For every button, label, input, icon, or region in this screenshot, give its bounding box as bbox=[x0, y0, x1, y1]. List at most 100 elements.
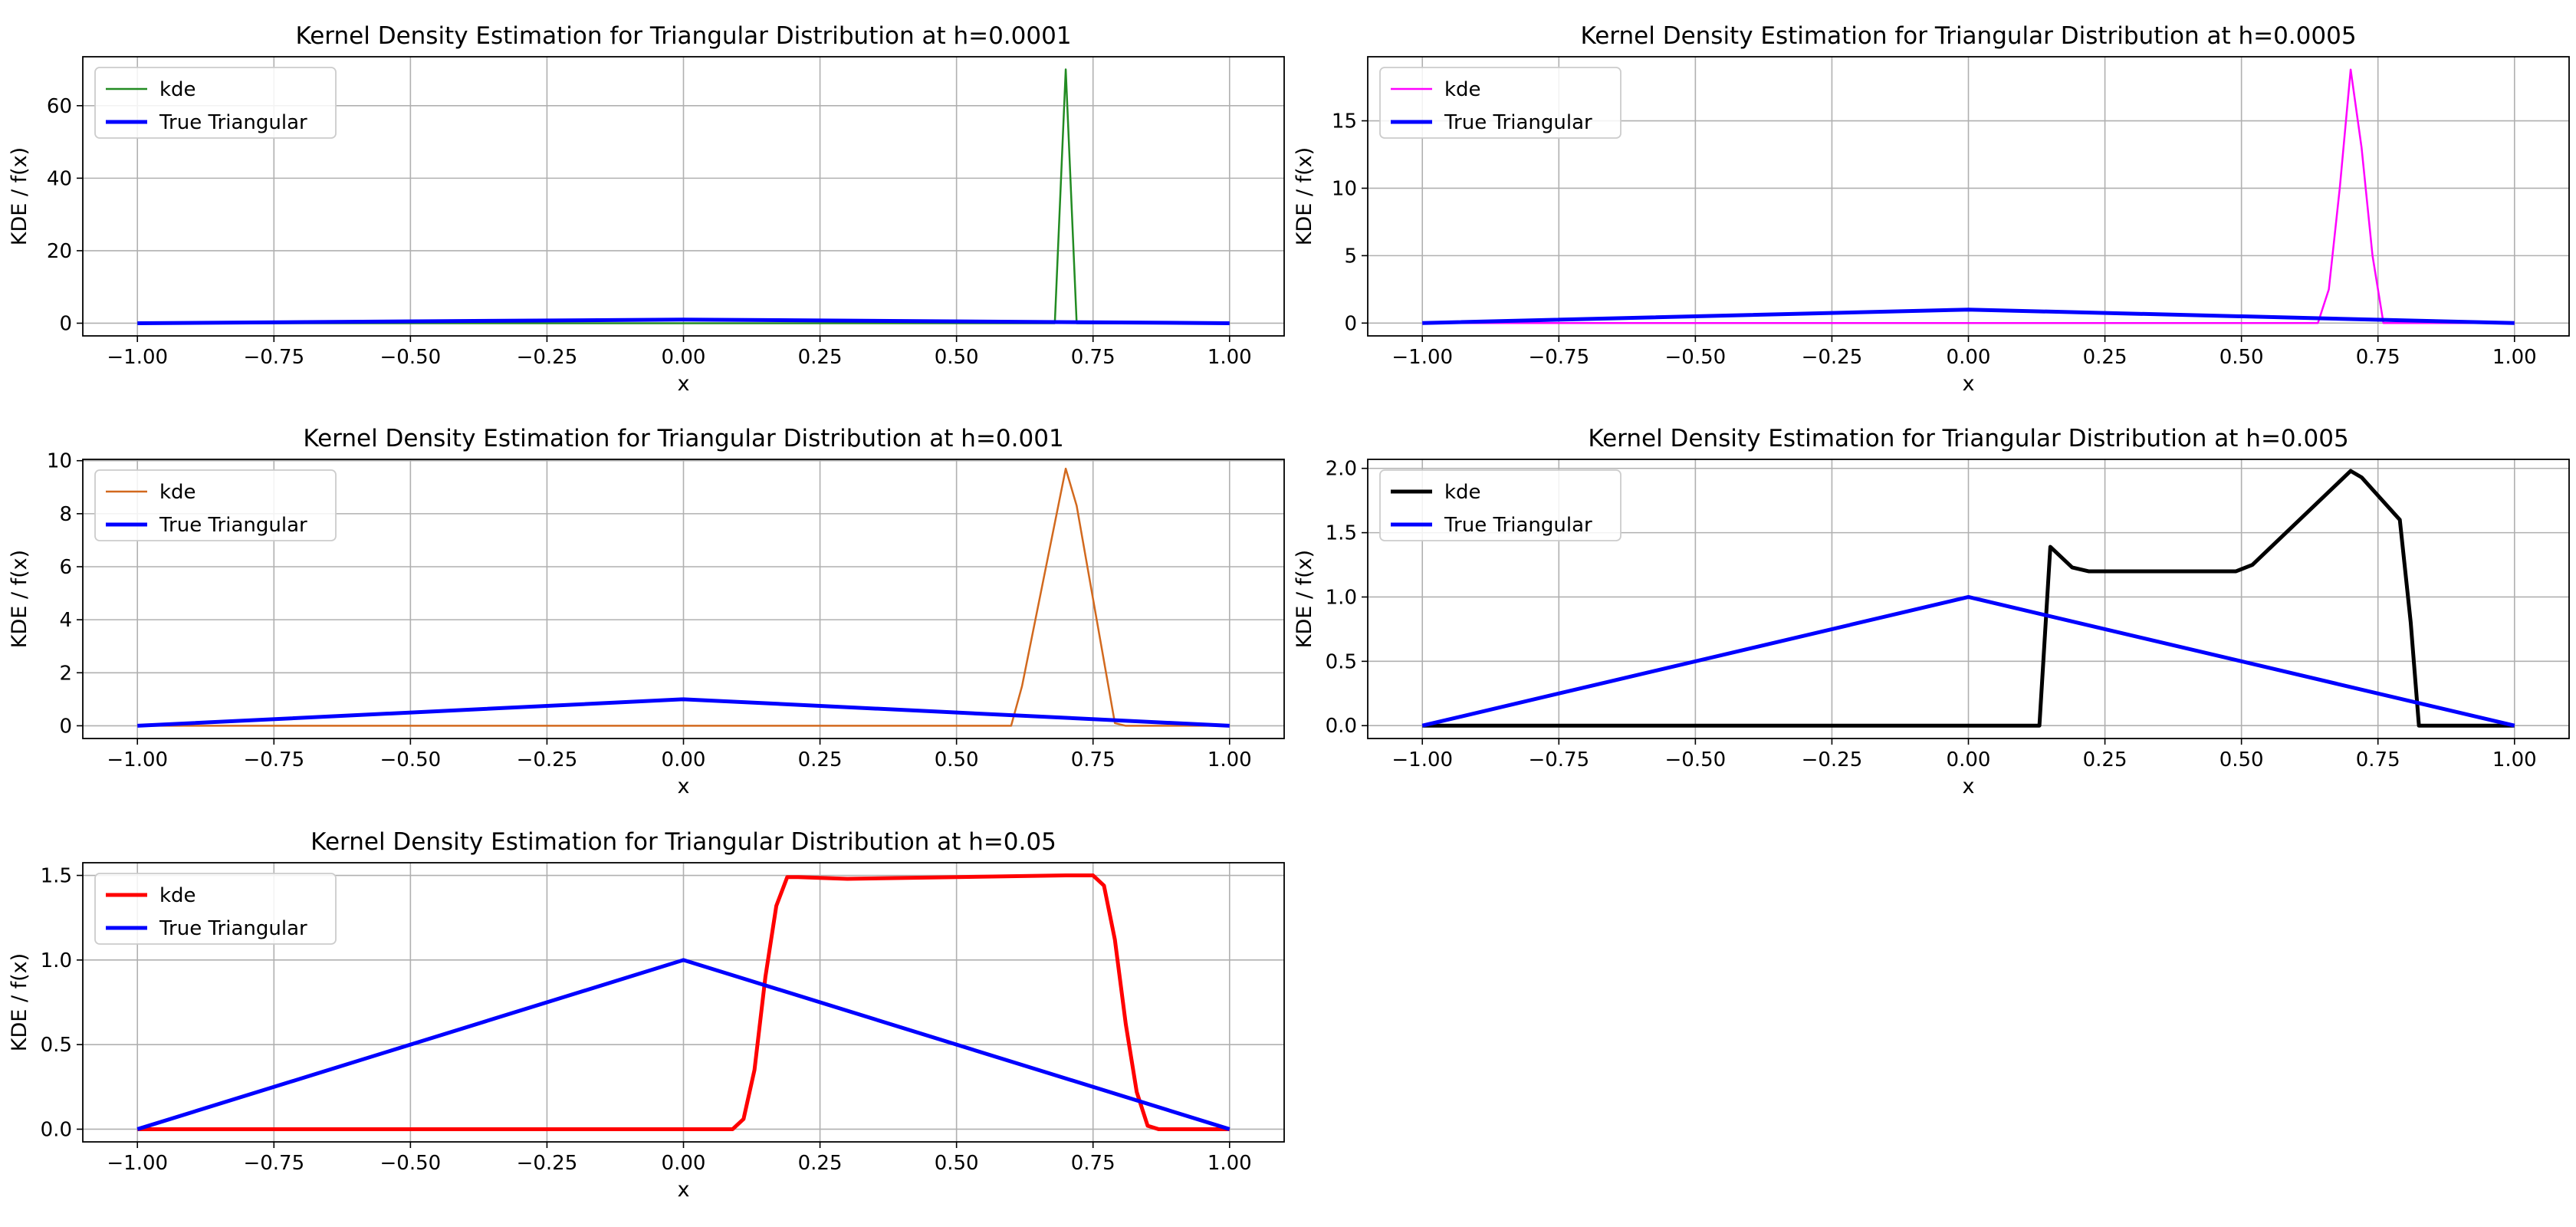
x-tick-label: 1.00 bbox=[2492, 346, 2537, 369]
series-line-kde bbox=[137, 467, 1230, 727]
x-tick-label: −0.25 bbox=[517, 1152, 578, 1175]
y-tick-label: 2.0 bbox=[1326, 458, 1357, 481]
x-tick-label: −1.00 bbox=[107, 748, 168, 771]
x-tick-label: 0.25 bbox=[2083, 748, 2128, 771]
subplot-1: −1.00 −0.75 −0.50 −0.25 0.00 0.25 0.50 0.75 1.00… bbox=[8, 22, 1285, 396]
x-tick-label: 0.25 bbox=[798, 748, 843, 771]
legend-label: True Triangular bbox=[1444, 514, 1592, 537]
legend-box bbox=[1379, 67, 1622, 139]
y-tick-label: 0.0 bbox=[41, 1118, 72, 1141]
series-line-kde bbox=[137, 873, 1230, 1131]
y-tick-label: 40 bbox=[47, 167, 72, 190]
legend-label: kde bbox=[1444, 78, 1481, 101]
series-line-kde bbox=[1422, 469, 2515, 728]
y-axis-label: KDE / f(x) bbox=[8, 953, 31, 1051]
x-tick-label: 0.50 bbox=[935, 1152, 979, 1175]
x-tick-label: 1.00 bbox=[1208, 346, 1252, 369]
legend-box bbox=[94, 67, 337, 139]
y-tick-label: 1.0 bbox=[41, 949, 72, 972]
y-axis-label: KDE / f(x) bbox=[1293, 550, 1316, 648]
x-tick-label: 0.50 bbox=[2220, 346, 2264, 369]
series-line-true-triangular bbox=[137, 317, 1230, 325]
x-tick-label: 0.75 bbox=[1071, 1152, 1116, 1175]
subplot-5: −1.00 −0.75 −0.50 −0.25 0.00 0.25 0.50 0.75 1.00… bbox=[8, 828, 1285, 1202]
y-tick-label: 0 bbox=[59, 312, 72, 335]
x-tick-label: −0.75 bbox=[243, 1152, 304, 1175]
subplot-2: −1.00 −0.75 −0.50 −0.25 0.00 0.25 0.50 0.75 1.00… bbox=[1293, 22, 2570, 396]
x-tick-label: 0.00 bbox=[662, 346, 706, 369]
x-axis-label: x bbox=[678, 372, 690, 396]
x-tick-label: 0.00 bbox=[662, 748, 706, 771]
series-line-true-triangular bbox=[1421, 594, 2515, 728]
x-tick-label: 0.00 bbox=[1947, 748, 1991, 771]
x-tick-label: 0.50 bbox=[2220, 748, 2264, 771]
y-tick-label: 6 bbox=[59, 556, 72, 579]
y-tick-label: 0.5 bbox=[1326, 650, 1357, 673]
x-tick-label: 0.75 bbox=[1071, 346, 1116, 369]
y-tick-label: 1.5 bbox=[1326, 522, 1357, 545]
x-tick-label: 0.00 bbox=[662, 1152, 706, 1175]
x-tick-label: −0.75 bbox=[243, 346, 304, 369]
legend-label: kde bbox=[159, 481, 196, 504]
y-tick-label: 4 bbox=[59, 609, 72, 632]
x-tick-label: 0.75 bbox=[2356, 346, 2400, 369]
subplot-4: −1.00 −0.75 −0.50 −0.25 0.00 0.25 0.50 0.75 1.00… bbox=[1293, 425, 2570, 798]
x-tick-label: −0.50 bbox=[380, 748, 442, 771]
x-tick-label: 0.00 bbox=[1947, 346, 1991, 369]
x-tick-label: −0.75 bbox=[1528, 748, 1589, 771]
x-axis-label: x bbox=[1963, 775, 1975, 798]
legend-label: kde bbox=[159, 884, 196, 907]
legend-box bbox=[94, 469, 337, 541]
x-tick-label: −0.50 bbox=[1665, 346, 1727, 369]
x-axis-label: x bbox=[1963, 372, 1975, 396]
y-tick-label: 5 bbox=[1344, 245, 1357, 268]
y-tick-label: 2 bbox=[59, 662, 72, 685]
y-axis-label: KDE / f(x) bbox=[8, 147, 31, 245]
x-tick-label: −0.25 bbox=[1802, 748, 1863, 771]
x-tick-label: −0.50 bbox=[380, 346, 442, 369]
y-axis-label: KDE / f(x) bbox=[1293, 147, 1316, 245]
subplot-3: −1.00 −0.75 −0.50 −0.25 0.00 0.25 0.50 0.75 1.00… bbox=[8, 425, 1285, 798]
x-tick-label: −0.50 bbox=[380, 1152, 442, 1175]
series-line-true-triangular bbox=[136, 958, 1230, 1131]
chart-title: Kernel Density Estimation for Triangular… bbox=[1588, 425, 2348, 452]
legend-label: True Triangular bbox=[159, 111, 307, 134]
x-tick-label: −1.00 bbox=[107, 1152, 168, 1175]
legend-label: True Triangular bbox=[159, 917, 307, 940]
legend-label: True Triangular bbox=[159, 514, 307, 537]
legend-label: kde bbox=[1444, 481, 1481, 504]
x-tick-label: 0.25 bbox=[798, 346, 843, 369]
x-tick-label: −0.75 bbox=[1528, 346, 1589, 369]
y-tick-label: 10 bbox=[1332, 177, 1357, 200]
y-tick-label: 0.0 bbox=[1326, 715, 1357, 738]
x-tick-label: 0.25 bbox=[2083, 346, 2128, 369]
y-tick-label: 8 bbox=[59, 503, 72, 526]
legend-label: True Triangular bbox=[1444, 111, 1592, 134]
legend-label: kde bbox=[159, 78, 196, 101]
y-axis-label: KDE / f(x) bbox=[8, 550, 31, 648]
y-tick-label: 0 bbox=[59, 715, 72, 738]
x-tick-label: 0.75 bbox=[1071, 748, 1116, 771]
x-tick-label: −1.00 bbox=[1392, 748, 1453, 771]
y-tick-label: 0 bbox=[1344, 312, 1357, 335]
x-tick-label: −0.50 bbox=[1665, 748, 1727, 771]
y-tick-label: 0.5 bbox=[41, 1034, 72, 1057]
y-tick-label: 20 bbox=[47, 240, 72, 263]
x-tick-label: −0.75 bbox=[243, 748, 304, 771]
x-tick-label: 0.25 bbox=[798, 1152, 843, 1175]
legend-box bbox=[94, 873, 337, 945]
y-tick-label: 10 bbox=[47, 450, 72, 473]
x-tick-label: 1.00 bbox=[2492, 748, 2537, 771]
x-tick-label: 1.00 bbox=[1208, 1152, 1252, 1175]
x-tick-label: 0.50 bbox=[935, 346, 979, 369]
x-tick-label: −1.00 bbox=[107, 346, 168, 369]
chart-title: Kernel Density Estimation for Triangular… bbox=[303, 425, 1063, 452]
y-tick-label: 1.0 bbox=[1326, 586, 1357, 609]
x-axis-label: x bbox=[678, 1178, 690, 1202]
x-tick-label: 0.50 bbox=[935, 748, 979, 771]
x-tick-label: −0.25 bbox=[1802, 346, 1863, 369]
series-line-true-triangular bbox=[137, 697, 1230, 728]
chart-title: Kernel Density Estimation for Triangular… bbox=[310, 828, 1056, 856]
